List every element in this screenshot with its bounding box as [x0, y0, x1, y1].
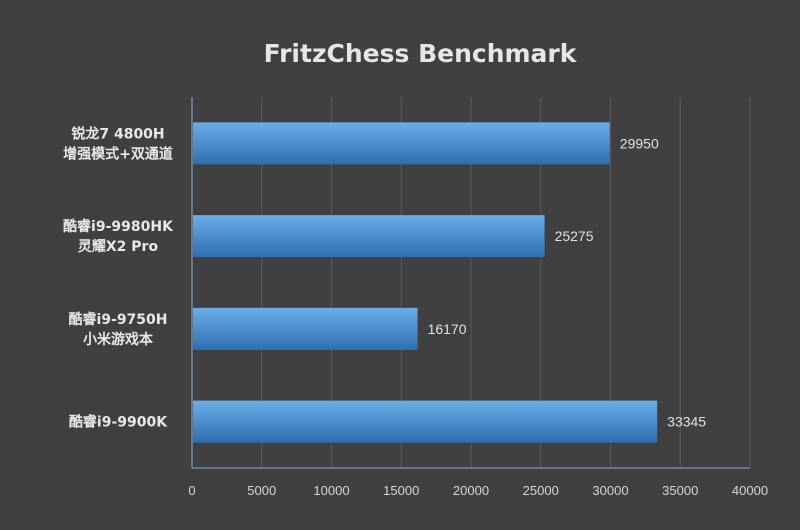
x-tick-label: 30000: [592, 483, 628, 498]
category-label: 灵耀X2 Pro: [78, 239, 159, 255]
bar: [193, 122, 610, 165]
bar: [193, 400, 658, 443]
x-tick-label: 40000: [732, 483, 768, 498]
data-label: 25275: [555, 228, 594, 244]
x-tick-label: 10000: [313, 483, 349, 498]
bar: [193, 307, 418, 350]
chart-title: FritzChess Benchmark: [264, 39, 578, 68]
data-label: 33345: [667, 414, 706, 430]
bar: [193, 215, 545, 258]
data-label: 29950: [620, 135, 659, 151]
bars: [193, 122, 658, 443]
data-label: 16170: [428, 321, 467, 337]
category-label: 增强模式+双通道: [63, 145, 173, 162]
x-tick-label: 5000: [247, 483, 276, 498]
category-label: 酷睿i9-9900K: [69, 414, 168, 431]
category-label: 小米游戏本: [83, 331, 154, 348]
x-tick-label: 20000: [453, 483, 489, 498]
x-tick-label: 25000: [523, 483, 559, 498]
data-labels: 29950 25275 16170 33345: [428, 135, 707, 429]
x-tick-label: 0: [188, 483, 195, 498]
x-tick-labels: 0 5000 10000 15000 20000 25000 30000 35000 40000: [188, 483, 768, 498]
category-label: 酷睿i9-9980HK: [63, 218, 174, 235]
category-label: 锐龙7 4800H: [71, 125, 164, 142]
x-tick-label: 15000: [383, 483, 419, 498]
category-label: 酷睿i9-9750H: [68, 311, 167, 328]
x-tick-label: 35000: [662, 483, 698, 498]
